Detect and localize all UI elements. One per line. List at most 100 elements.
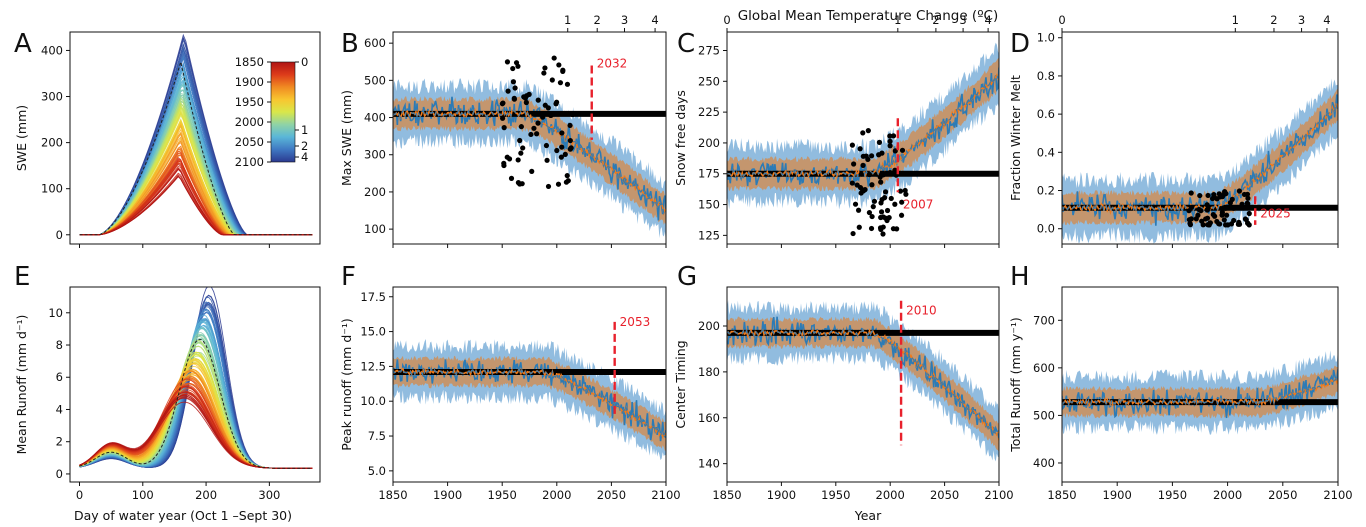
panel-g: 2010 140 160 180 200 1850 1900 1950 2000 2050 2100… [673, 286, 1014, 502]
y-tick-label: 6 [56, 370, 63, 384]
plot-area [79, 287, 313, 469]
climatology-curve [79, 175, 313, 236]
observation-point [513, 60, 520, 66]
observation-point [899, 147, 906, 153]
panel-a: 0 100 200 300 400 SWE (mm) 1850 1900 1950 2000 205… [14, 31, 321, 248]
y-axis-label: Snow free days [673, 90, 688, 186]
observation-point [880, 214, 887, 220]
panel-b: 2032 100 200 300 400 500 600 Max SWE (mm) 1 2 3 4 [339, 13, 667, 248]
panel-h: 400 500 600 700 1850 1900 1950 2000 2050 2100 Tota… [1008, 286, 1353, 502]
mean-curve [79, 59, 313, 236]
observation-point [856, 224, 862, 230]
x-tick-label: 300 [258, 488, 280, 502]
panel-letter-d: D [1010, 29, 1030, 59]
top-tick-label: 1 [564, 13, 571, 27]
observation-point [1219, 209, 1225, 215]
y-tick-label: 0.8 [1037, 69, 1055, 83]
observation-point [880, 231, 886, 237]
y-tick-label: 400 [1033, 456, 1055, 470]
top-tick-label: 3 [1298, 13, 1305, 27]
observation-point [558, 154, 564, 160]
observation-point [902, 187, 908, 194]
observation-point [1214, 196, 1220, 202]
observation-point [849, 142, 855, 148]
observation-point [865, 128, 871, 134]
observation-point [1188, 190, 1194, 196]
observation-point [890, 133, 897, 139]
observation-point [876, 139, 883, 145]
emergence-label: 2053 [620, 315, 651, 329]
observation-point [1212, 213, 1218, 219]
observation-point [1222, 222, 1229, 228]
top-tick-label: 3 [959, 13, 966, 27]
observation-point [887, 169, 893, 176]
x-tick-label: 1950 [821, 488, 850, 502]
panel-c: 2007 125 150 175 200 225 250 275 Snow free days 0… [673, 13, 1000, 248]
observation-point [890, 226, 897, 232]
x-axis-label-day: Day of water year (Oct 1 –Sept 30) [74, 508, 292, 523]
y-tick-label: 175 [698, 167, 720, 181]
observation-point [1188, 204, 1195, 211]
panel-letter-h: H [1010, 262, 1030, 292]
observation-point [1222, 205, 1229, 211]
y-tick-label: 700 [1033, 313, 1055, 327]
observation-point [559, 130, 565, 136]
plot-frame [726, 286, 1000, 483]
plot-area [79, 33, 313, 236]
top-tick-label: 3 [621, 13, 628, 27]
observation-point [512, 85, 518, 91]
y-tick-label: 10.0 [360, 394, 386, 408]
colorbar-temp-label: 2 [301, 139, 308, 153]
series-mean [393, 108, 666, 215]
observation-point [523, 99, 529, 106]
observation-point [545, 105, 551, 111]
y-tick-label: 600 [364, 36, 386, 50]
series-mean [1062, 103, 1338, 215]
colorbar-year-label: 1950 [235, 95, 264, 109]
observation-point [1216, 221, 1222, 227]
ensemble-spread-inner [1062, 365, 1338, 419]
observation-point [535, 97, 541, 103]
y-tick-label: 0.4 [1037, 145, 1055, 159]
y-tick-label: 300 [364, 148, 386, 162]
colorbar-year-label: 1900 [235, 75, 264, 89]
observation-point [871, 198, 878, 204]
observation-point [1224, 212, 1230, 218]
x-tick-label: 200 [195, 488, 217, 502]
observation-point [887, 138, 893, 144]
y-tick-label: 200 [41, 136, 63, 150]
y-axis-label: Fraction Winter Melt [1008, 75, 1023, 201]
plot-frame [69, 286, 321, 483]
observation-point [858, 171, 864, 177]
y-tick-label: 160 [698, 411, 720, 425]
x-tick-label: 1850 [712, 488, 741, 502]
colorbar-year-label: 2100 [235, 155, 264, 169]
y-tick-label: 140 [698, 457, 720, 471]
observation-point [1205, 205, 1211, 212]
observation-point [504, 154, 510, 160]
observation-point [508, 175, 515, 181]
observation-point [504, 59, 511, 65]
x-tick-label: 0 [76, 488, 83, 502]
y-tick-label: 17.5 [360, 290, 386, 304]
observation-point [878, 209, 885, 215]
plot-area [1062, 349, 1338, 435]
observation-point [551, 55, 557, 61]
observation-point [510, 79, 517, 85]
observation-point [866, 171, 873, 178]
observation-point [542, 65, 548, 71]
observation-point [563, 179, 570, 185]
observation-point [1203, 216, 1209, 222]
emergence-label: 2025 [1260, 206, 1291, 220]
y-tick-label: 180 [698, 365, 720, 379]
observation-point [505, 88, 511, 94]
panel-letter-c: C [677, 29, 695, 59]
observation-point [1241, 191, 1248, 198]
y-tick-label: 15.0 [360, 325, 386, 339]
y-tick-label: 200 [698, 136, 720, 150]
y-tick-label: 400 [364, 111, 386, 125]
observation-point [1239, 201, 1245, 207]
observation-point [570, 111, 576, 118]
observation-point [555, 181, 562, 187]
